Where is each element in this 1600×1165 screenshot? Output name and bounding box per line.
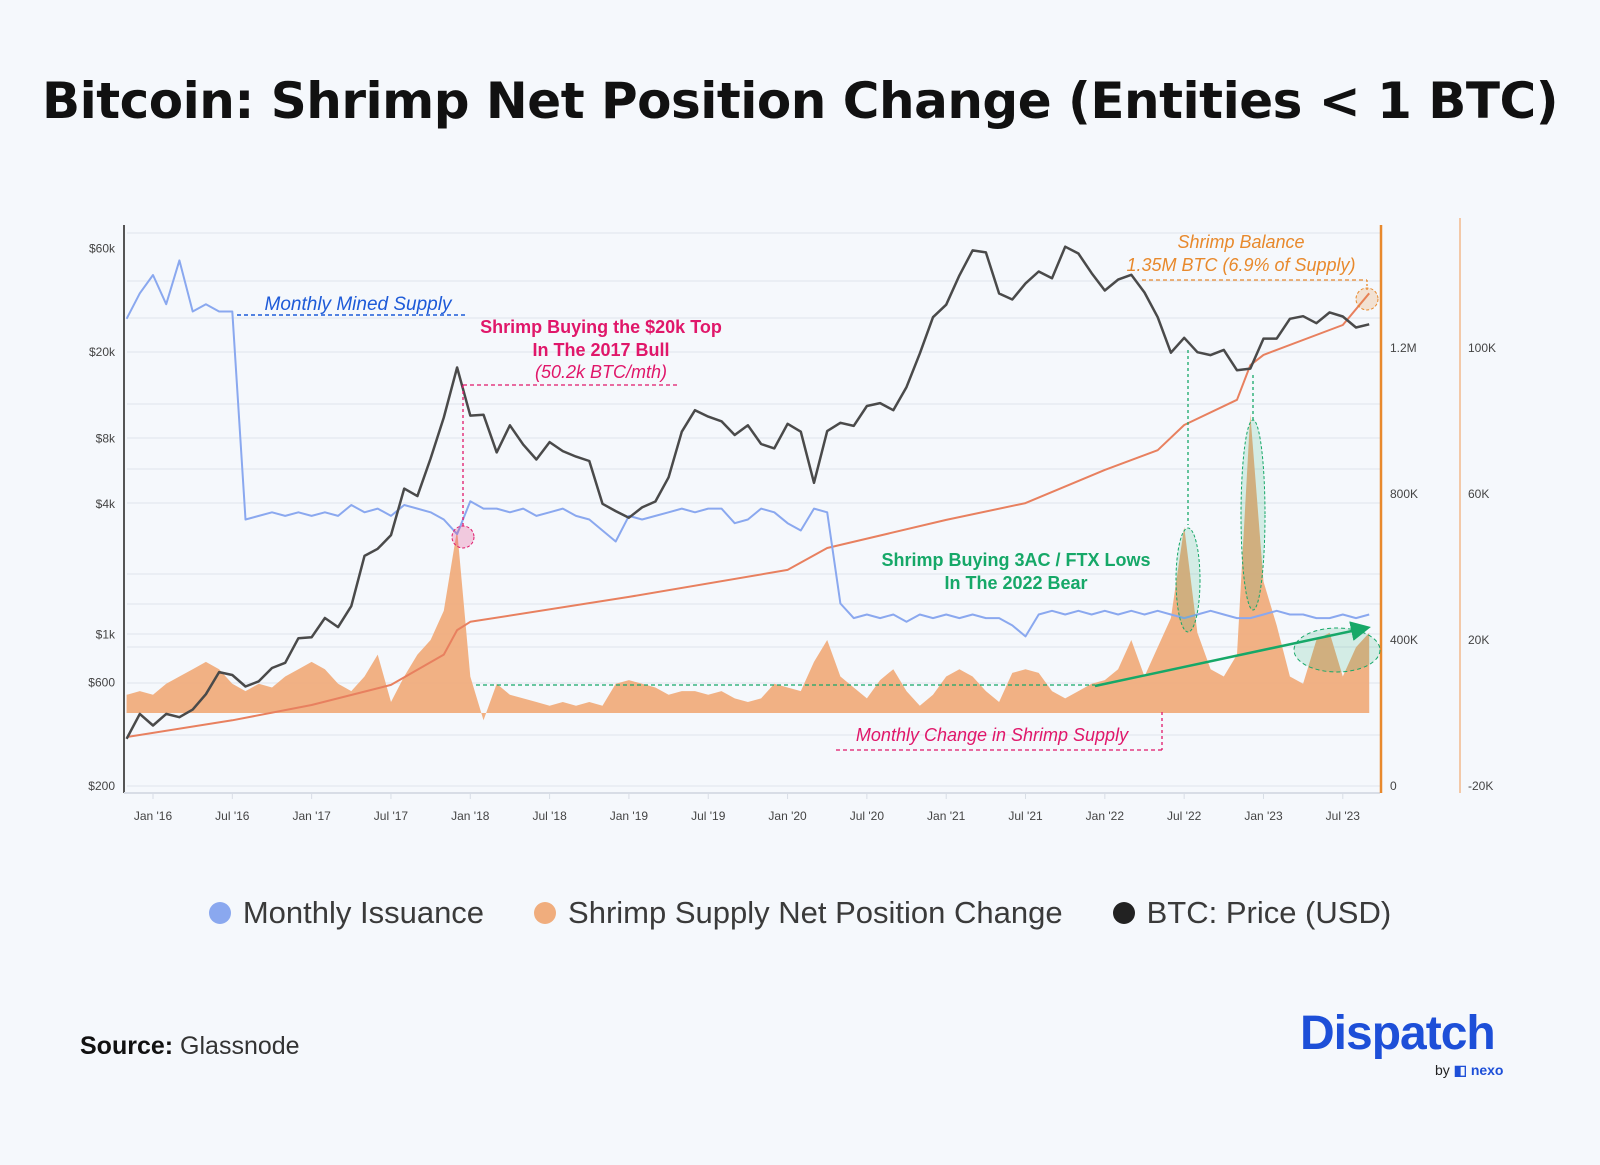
3ac-highlight xyxy=(1175,527,1201,633)
balance-tick-label: 1.2M xyxy=(1390,341,1417,355)
price-tick-label: $8k xyxy=(96,432,116,446)
balance-highlight-circle xyxy=(1355,287,1379,311)
source-label: Source: xyxy=(80,1032,174,1060)
net-change-area xyxy=(126,413,1370,721)
top-annotation-line3: (50.2k BTC/mth) xyxy=(535,362,667,382)
x-tick-label: Jul '16 xyxy=(215,809,250,823)
mined-supply-label: Monthly Mined Supply xyxy=(265,294,453,315)
monthly-change-label: Monthly Change in Shrimp Supply xyxy=(856,725,1129,745)
dispatch-logo: Dispatch by ◧ nexo xyxy=(1300,1007,1504,1079)
legend-item-price[interactable]: BTC: Price (USD) xyxy=(1112,895,1392,931)
price-tick-label: $1k xyxy=(96,627,116,641)
shrimp-balance-line xyxy=(126,292,1370,739)
x-tick-label: Jan '18 xyxy=(451,809,490,823)
monthly-issuance-line xyxy=(125,259,1370,638)
logo-byline: by ◧ nexo xyxy=(1435,1062,1504,1079)
ftx-highlight xyxy=(1240,419,1266,611)
trend-arrow xyxy=(1094,621,1371,688)
price-swatch-icon xyxy=(1112,902,1135,924)
price-tick-label: $200 xyxy=(88,779,115,793)
series-group xyxy=(125,245,1370,740)
x-tick-label: Jul '20 xyxy=(850,809,885,823)
top-annotation-line2: In The 2017 Bull xyxy=(532,340,669,360)
x-tick-label: Jan '20 xyxy=(768,809,807,823)
top-highlight-circle xyxy=(451,525,475,549)
bear-annotation-line1: Shrimp Buying 3AC / FTX Lows xyxy=(881,550,1150,570)
change-tick-label: 20K xyxy=(1468,633,1489,647)
balance-annotation-line2: 1.35M BTC (6.9% of Supply) xyxy=(1126,255,1355,275)
x-tick-label: Jan '19 xyxy=(610,809,649,823)
x-tick-label: Jul '23 xyxy=(1326,809,1361,823)
price-tick-label: $20k xyxy=(89,345,116,359)
legend-label: Monthly Issuance xyxy=(242,895,485,930)
x-tick-label: Jan '21 xyxy=(927,809,966,823)
x-tick-label: Jan '16 xyxy=(134,809,173,823)
nexo-icon: ◧ xyxy=(1453,1062,1467,1078)
balance-annotation-line1: Shrimp Balance xyxy=(1177,232,1304,252)
net-change-swatch-icon xyxy=(534,902,557,924)
logo-by: by xyxy=(1435,1062,1450,1078)
logo-wordmark: Dispatch xyxy=(1300,1007,1496,1060)
balance-tick-label: 400K xyxy=(1390,633,1418,647)
balance-tick-label: 800K xyxy=(1390,487,1418,501)
legend-item-issuance[interactable]: Monthly Issuance xyxy=(208,895,485,931)
price-tick-label: $60k xyxy=(89,242,116,256)
source-note: Source: Glassnode xyxy=(80,1032,300,1061)
tick-labels: Jan '16 Jul '16 Jan '17 Jul '17 Jan '18 Jul '… xyxy=(88,242,1496,823)
page-title: Bitcoin: Shrimp Net Position Change (Ent… xyxy=(41,72,1559,130)
x-tick-label: Jul '17 xyxy=(374,809,409,823)
legend: Monthly Issuance Shrimp Supply Net Posit… xyxy=(0,895,1600,931)
price-tick-label: $600 xyxy=(88,676,115,690)
x-tick-label: Jul '21 xyxy=(1008,809,1043,823)
change-tick-label: 60K xyxy=(1468,487,1489,501)
issuance-swatch-icon xyxy=(208,902,231,924)
balance-tick-label: 0 xyxy=(1390,779,1397,793)
bear-annotation-line2: In The 2022 Bear xyxy=(944,573,1087,593)
x-tick-label: Jan '17 xyxy=(292,809,331,823)
top-annotation-line1: Shrimp Buying the $20k Top xyxy=(480,317,722,337)
x-tick-label: Jul '19 xyxy=(691,809,726,823)
change-tick-label: 100K xyxy=(1468,341,1496,355)
legend-label: Shrimp Supply Net Position Change xyxy=(568,895,1063,930)
price-tick-label: $4k xyxy=(96,497,116,511)
change-tick-label: -20K xyxy=(1468,779,1493,793)
source-value: Glassnode xyxy=(180,1032,300,1060)
x-tick-label: Jul '22 xyxy=(1167,809,1202,823)
logo-partner: nexo xyxy=(1470,1062,1504,1078)
x-tick-label: Jul '18 xyxy=(532,809,567,823)
legend-label: BTC: Price (USD) xyxy=(1146,895,1392,930)
legend-item-net-change[interactable]: Shrimp Supply Net Position Change xyxy=(534,895,1063,931)
x-tick-label: Jan '23 xyxy=(1244,809,1283,823)
x-tick-label: Jan '22 xyxy=(1086,809,1125,823)
btc-price-line xyxy=(125,245,1370,740)
